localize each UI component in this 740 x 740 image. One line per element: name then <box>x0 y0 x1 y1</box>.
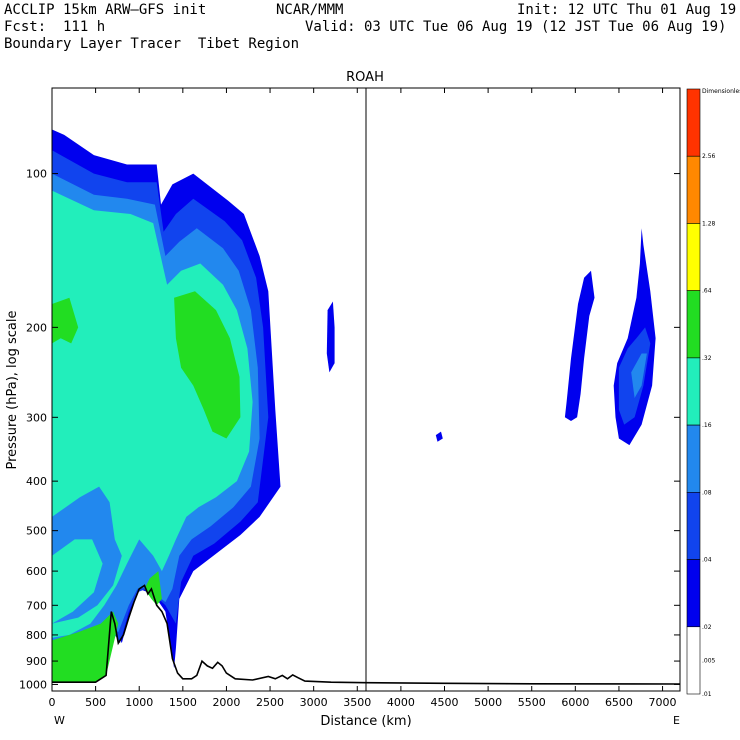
colorbar-swatch <box>686 492 701 560</box>
header-fcst: Fcst: 111 h <box>4 19 106 35</box>
y-tick-label: 200 <box>26 321 47 334</box>
x-tick-label: 4000 <box>387 696 415 709</box>
header-init: Init: 12 UTC Thu 01 Aug 19 <box>517 2 737 18</box>
y-tick-label: 800 <box>26 629 47 642</box>
colorbar-label: .01 <box>702 691 712 698</box>
colorbar-swatch <box>686 357 701 426</box>
header-model: ACCLIP 15km ARW–GFS init <box>4 2 207 18</box>
x-tick-label: 7000 <box>649 696 677 709</box>
header-org: NCAR/MMM <box>276 2 344 18</box>
colorbar-label: .16 <box>702 422 712 429</box>
axes-layer: 0 500 1000 1500 2000 2500 3000 3500 4000 4500 5000… <box>19 88 680 709</box>
x-tick-label: 3500 <box>343 696 371 709</box>
x-axis-title: Distance (km) <box>320 714 411 729</box>
colorbar-label: .64 <box>702 288 712 295</box>
header-valid: Valid: 03 UTC Tue 06 Aug 19 (12 JST Tue … <box>305 19 727 35</box>
x-tick-label: 500 <box>85 696 106 709</box>
colorbar-swatch <box>686 88 701 157</box>
contour-region-11 <box>435 431 443 442</box>
colorbar-swatch <box>686 424 701 493</box>
contour-fill-layer <box>52 129 656 683</box>
x-tick-label: 4500 <box>431 696 459 709</box>
plot-frame <box>51 87 681 692</box>
y-tick-label: 300 <box>26 411 47 424</box>
colorbar: Dimensionless 2.56 1.28 .64 .32 .16 .08 .04 .02.… <box>686 88 740 698</box>
colorbar-label: Dimensionless <box>702 88 740 95</box>
colorbar-swatch <box>686 559 701 628</box>
x-left-label: W <box>54 714 65 727</box>
y-tick-label: 900 <box>26 655 47 668</box>
colorbar-swatch <box>686 290 701 359</box>
colorbar-label: 1.28 <box>702 220 716 227</box>
colorbar-label: .005 <box>702 657 716 664</box>
contour-region-10 <box>326 301 335 373</box>
x-tick-label: 6000 <box>561 696 589 709</box>
colorbar-label: 2.56 <box>702 153 716 160</box>
colorbar-swatch <box>686 626 701 695</box>
colorbar-swatch <box>686 155 701 224</box>
colorbar-swatch <box>686 223 701 291</box>
y-tick-label: 700 <box>26 599 47 612</box>
colorbar-label: .04 <box>702 557 712 564</box>
contour-region-9 <box>52 539 103 624</box>
contour-region-5 <box>52 297 79 344</box>
x-tick-label: 1500 <box>169 696 197 709</box>
x-tick-label: 6500 <box>605 696 633 709</box>
chart-title: ROAH <box>346 70 384 85</box>
colorbar-label: .08 <box>702 489 712 496</box>
terrain-line <box>52 584 681 685</box>
contour-region-7 <box>144 571 162 606</box>
colorbar-label: .32 <box>702 355 712 362</box>
x-tick-label: 3000 <box>300 696 328 709</box>
x-tick-label: 5500 <box>518 696 546 709</box>
y-tick-label: 500 <box>26 525 47 538</box>
x-tick-label: 2000 <box>212 696 240 709</box>
contour-region-6 <box>52 611 119 683</box>
contour-region-4 <box>174 291 241 439</box>
contour-region-12 <box>564 270 595 421</box>
x-tick-label: 0 <box>49 696 56 709</box>
y-tick-label: 1000 <box>19 678 47 691</box>
header-field: Boundary Layer Tracer Tibet Region <box>4 36 300 52</box>
y-tick-label: 100 <box>26 168 47 181</box>
x-tick-label: 2500 <box>256 696 284 709</box>
x-tick-label: 5000 <box>474 696 502 709</box>
y-tick-label: 400 <box>26 475 47 488</box>
colorbar-label: .02 <box>702 624 712 631</box>
x-tick-label: 1000 <box>125 696 153 709</box>
x-right-label: E <box>673 714 680 727</box>
contour-region-15 <box>631 353 647 398</box>
y-tick-label: 600 <box>26 565 47 578</box>
y-axis-title: Pressure (hPa), log scale <box>5 311 20 470</box>
